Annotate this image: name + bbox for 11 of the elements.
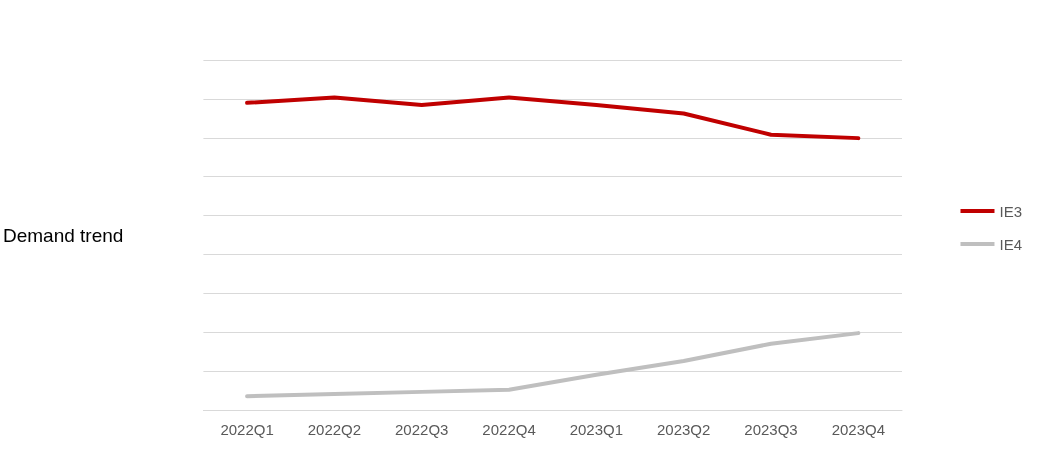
x-tick-label: 2022Q4 <box>482 421 536 438</box>
x-tick-label: 2023Q2 <box>656 421 711 438</box>
x-tick-label: 2022Q3 <box>395 421 449 438</box>
x-tick-label: 2023Q3 <box>744 421 798 438</box>
legend-label: IE4 <box>999 235 1022 253</box>
y-axis-title: Demand trend <box>3 224 124 246</box>
x-tick-label: 2023Q4 <box>831 421 886 438</box>
legend-label: IE3 <box>999 202 1022 220</box>
x-tick-label: 2022Q2 <box>307 421 362 438</box>
x-tick-label: 2022Q1 <box>220 421 274 438</box>
x-tick-label: 2023Q1 <box>569 421 624 438</box>
